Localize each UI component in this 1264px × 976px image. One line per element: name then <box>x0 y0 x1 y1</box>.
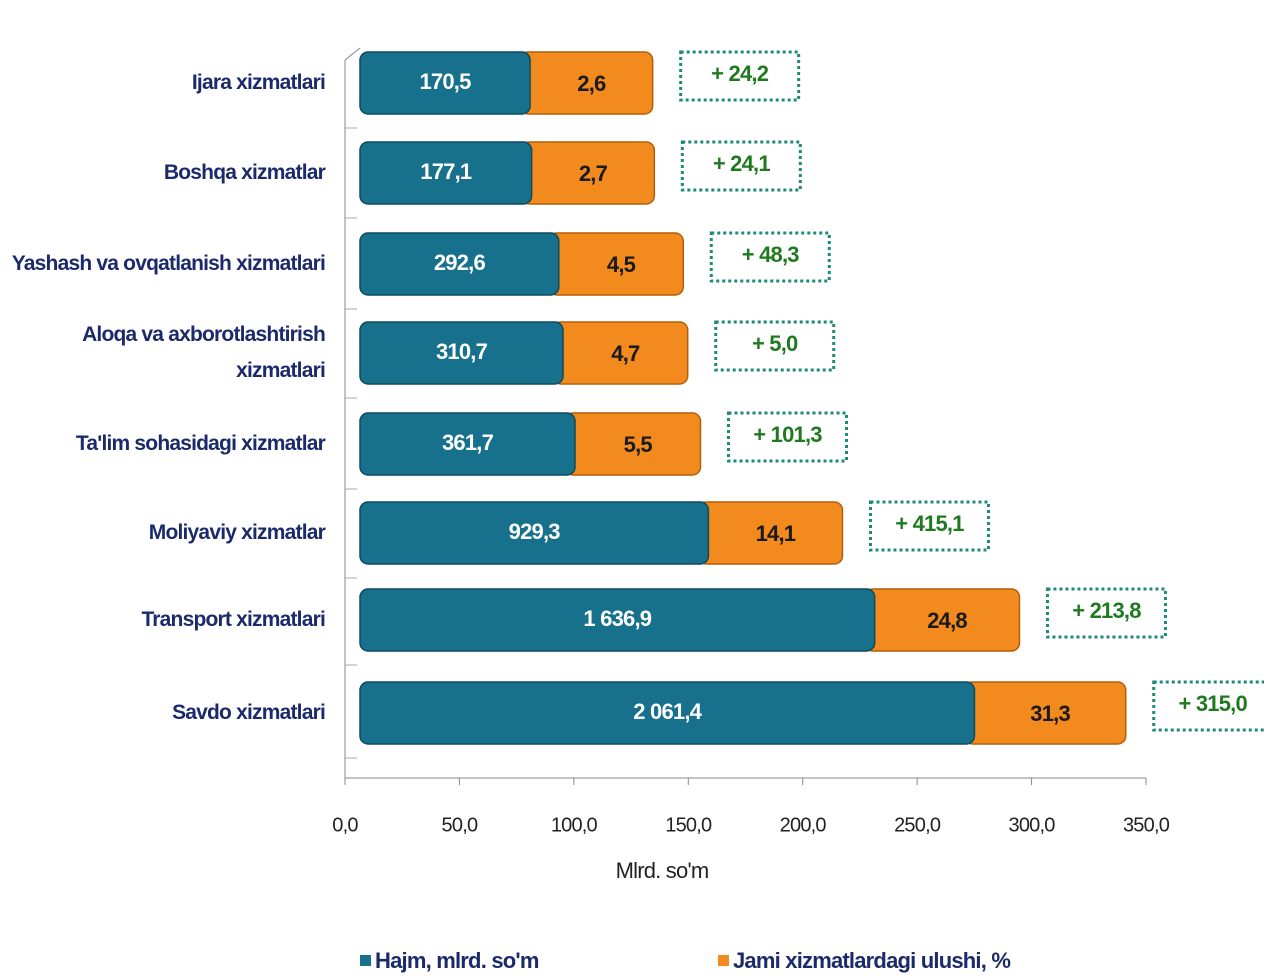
category-label: Ta'lim sohasidagi xizmatlar <box>75 432 326 455</box>
category-label: Boshqa xizmatlar <box>163 161 326 184</box>
category-label: Yashash va ovqatlanish xizmatlari <box>11 252 326 275</box>
category-label: Transport xizmatlari <box>141 608 325 631</box>
annotation-box <box>679 50 801 102</box>
value-label: 929,3 <box>509 519 561 544</box>
x-tick-label: 350,0 <box>1123 814 1170 836</box>
value-label: 5,5 <box>624 432 653 457</box>
bar-volume <box>359 321 564 385</box>
bar-volume <box>359 412 576 476</box>
annotation: + 315,0 <box>1179 691 1248 716</box>
annotation-box <box>1045 587 1167 639</box>
value-label: 14,1 <box>756 521 796 546</box>
value-label: 31,3 <box>1030 701 1070 726</box>
value-label: 2 061,4 <box>633 699 702 724</box>
annotation: + 5,0 <box>752 331 798 356</box>
x-axis-label: Mlrd. so'm <box>616 858 709 883</box>
x-tick-label: 100,0 <box>551 814 598 836</box>
annotation-box <box>868 500 990 552</box>
value-label: 4,5 <box>607 252 636 277</box>
annotation: + 415,1 <box>895 511 964 536</box>
value-label: 2,6 <box>577 71 606 96</box>
legend-label: Hajm, mlrd. so'm <box>375 948 539 973</box>
category-label: Aloqa va axborotlashtirish xizmatlari <box>82 323 326 382</box>
value-label: 310,7 <box>436 339 488 364</box>
annotation-box <box>709 231 831 283</box>
annotation-box <box>1152 680 1264 732</box>
x-tick-label: 250,0 <box>894 814 941 836</box>
bar-volume <box>359 141 533 205</box>
annotation-box <box>714 320 836 372</box>
annotation: + 48,3 <box>742 242 800 267</box>
annotation-box <box>726 411 848 463</box>
legend-swatch <box>360 955 371 966</box>
x-tick-label: 150,0 <box>665 814 712 836</box>
category-label: Ijara xizmatlari <box>191 71 326 94</box>
x-tick-label: 50,0 <box>442 814 478 836</box>
value-label: 170,5 <box>420 69 472 94</box>
bar-volume <box>359 232 560 296</box>
y-axis-3d <box>344 47 361 61</box>
value-label: 292,6 <box>434 250 486 275</box>
annotation: + 101,3 <box>753 422 822 447</box>
bar-volume <box>359 51 531 115</box>
x-tick-label: 0,0 <box>332 814 358 836</box>
annotation: + 213,8 <box>1072 598 1141 623</box>
value-label: 2,7 <box>579 161 608 186</box>
annotation-box <box>680 140 802 192</box>
bar-volume <box>359 681 976 745</box>
annotation: + 24,2 <box>711 61 769 86</box>
value-label: 4,7 <box>611 341 640 366</box>
bar-volume <box>359 501 710 565</box>
bar-volume <box>359 588 876 652</box>
x-tick-label: 300,0 <box>1009 814 1056 836</box>
value-label: 24,8 <box>927 608 967 633</box>
legend-label: Jami xizmatlardagi ulushi, % <box>733 948 1010 973</box>
annotation: + 24,1 <box>713 151 771 176</box>
x-tick-label: 200,0 <box>780 814 827 836</box>
value-label: 177,1 <box>420 159 472 184</box>
legend-swatch <box>718 955 729 966</box>
category-label: Moliyaviy xizmatlar <box>148 521 326 544</box>
value-label: 361,7 <box>442 430 494 455</box>
value-label: 1 636,9 <box>583 606 651 631</box>
category-label: Savdo xizmatlari <box>172 701 326 724</box>
